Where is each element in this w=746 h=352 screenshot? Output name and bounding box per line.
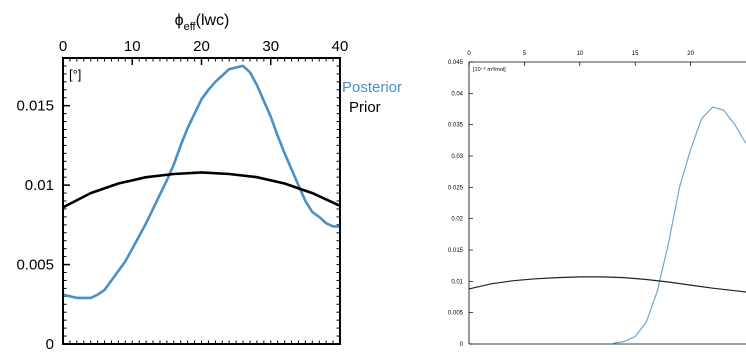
left-y-tick-label: 0.005 <box>16 257 54 274</box>
left-chart-title-subscript: eff <box>184 21 197 33</box>
left-chart-title: ϕeff(lwc) <box>175 12 230 33</box>
left-x-tick-label: 20 <box>193 38 210 55</box>
right-y-tick-label: 0.02 <box>451 217 463 223</box>
left-x-tick-label: 40 <box>332 38 349 55</box>
legend-entry-prior: Prior <box>349 99 381 116</box>
left-chart-title-suffix: (lwc) <box>196 12 230 29</box>
right-x-tick-label: 0 <box>467 51 471 57</box>
left-y-tick-label: 0 <box>46 336 54 352</box>
left-series-lines <box>62 64 341 300</box>
left-y-tick-label: 0.01 <box>25 177 54 194</box>
right-y-tick-label: 0.025 <box>448 185 464 191</box>
right-y-tick-label: 0.045 <box>448 60 464 66</box>
right-x-tick-label: 15 <box>632 51 639 57</box>
right-top-x-axis: 0 5 10 15 20 <box>467 51 695 66</box>
left-top-x-axis: 0 10 20 30 40 <box>59 38 349 65</box>
right-y-tick-label: 0.01 <box>451 279 463 285</box>
right-y-tick-label: 0.03 <box>451 154 463 160</box>
left-x-tick-label: 30 <box>262 38 279 55</box>
right-y-axis: 0 0.005 0.01 0.015 0.02 0.025 0.03 0.035 0.04 0.0… <box>448 60 473 348</box>
right-chart: 0 5 10 15 20 0 0.005 0.01 0.015 0.02 0.025 0.03 0.0… <box>448 51 746 348</box>
series-prior-line <box>62 171 341 209</box>
right-x-tick-label: 5 <box>523 51 527 57</box>
left-x-tick-label: 10 <box>124 38 141 55</box>
right-y-tick-label: 0 <box>460 342 464 348</box>
right-series-black-line <box>468 276 746 293</box>
right-series-blue-line <box>612 106 746 344</box>
left-x-tick-label: 0 <box>59 38 67 55</box>
series-posterior-line <box>62 64 340 300</box>
right-x-tick-label: 20 <box>687 51 694 57</box>
right-x-tick-label: 10 <box>576 51 583 57</box>
right-series-lines <box>468 106 746 344</box>
right-y-tick-label: 0.005 <box>448 311 464 317</box>
left-plot-frame <box>62 57 341 345</box>
right-y-tick-label: 0.015 <box>448 248 464 254</box>
right-y-tick-label: 0.035 <box>448 123 464 129</box>
left-y-tick-label: 0.015 <box>16 98 54 115</box>
right-y-tick-label: 0.04 <box>451 91 463 97</box>
legend-entry-posterior: Posterior <box>342 79 402 96</box>
left-unit-label: [°] <box>69 67 81 82</box>
left-y-axis: 0 0.005 0.01 0.015 <box>16 98 70 352</box>
right-unit-label: [10⁻⁶ m³/mol] <box>473 66 506 73</box>
left-legend: Posterior Prior <box>342 79 402 116</box>
